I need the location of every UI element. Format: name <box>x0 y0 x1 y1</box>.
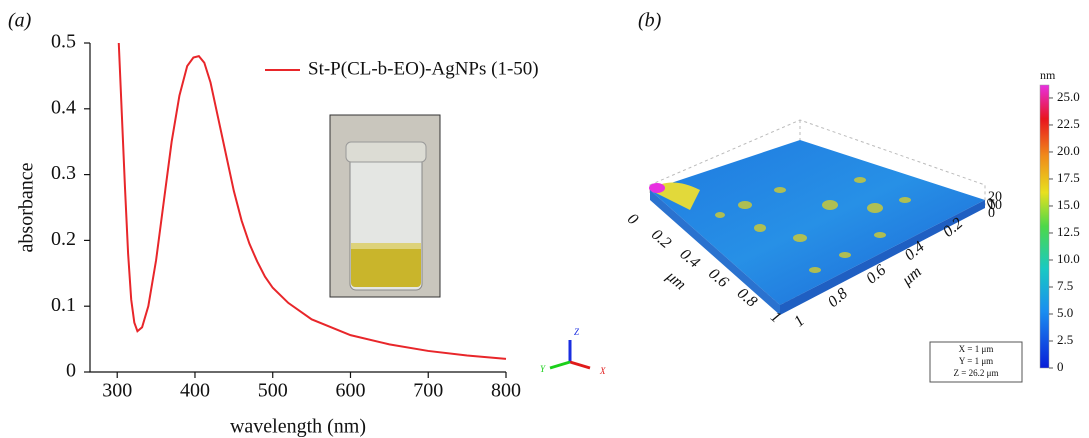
colorbar-tick-label: 5.0 <box>1057 305 1073 320</box>
x-tick-label: 300 <box>102 380 132 402</box>
info-text: X = 1 μm <box>959 344 994 354</box>
x-tick-label: 0.6 <box>705 265 731 291</box>
colorbar-tick-label: 17.5 <box>1057 170 1080 185</box>
x-tick-label: 0.4 <box>677 246 703 272</box>
info-text: Y = 1 μm <box>959 356 993 366</box>
info-text: Z = 26.2 μm <box>954 368 999 378</box>
triad-y <box>550 362 570 368</box>
panel-label: (b) <box>638 10 662 32</box>
inset-photo <box>330 115 440 297</box>
x-tick-label: 800 <box>491 380 521 402</box>
z-tick-label: 20 <box>988 189 1002 204</box>
surface-plot <box>649 120 985 315</box>
x-tick-label: 400 <box>180 380 210 402</box>
y-tick-label: 0.4 <box>51 96 76 118</box>
triad-label: Y <box>540 364 546 374</box>
data-line <box>119 43 506 359</box>
colorbar-tick-label: 25.0 <box>1057 89 1080 104</box>
y-axis-title: absorbance <box>16 162 38 252</box>
colorbar-tick-label: 10.0 <box>1057 251 1080 266</box>
y-tick-label: 0.1 <box>51 294 76 316</box>
x-tick-label: 500 <box>258 380 288 402</box>
y-tick-label: 0.2 <box>51 228 76 250</box>
legend-label: St-P(CL-b-EO)-AgNPs (1-50) <box>308 58 539 79</box>
y-tick-label: 0.5 <box>51 31 76 53</box>
colorbar-tick-label: 22.5 <box>1057 116 1080 131</box>
x-axis-title: μm <box>662 267 689 293</box>
colorbar-tick-label: 0 <box>1057 359 1064 374</box>
y-tick-label: 0.3 <box>51 162 76 184</box>
x-axis-title: wavelength (nm) <box>230 416 366 438</box>
y-tick-label: 1 <box>791 312 808 330</box>
colorbar-tick-label: 12.5 <box>1057 224 1080 239</box>
x-tick-label: 700 <box>413 380 443 402</box>
triad-x <box>570 362 590 368</box>
panel-label: (a) <box>8 10 32 32</box>
figure: (a) 300 400 500 600 700 800 0 0.1 0.2 0.3 0.4 0.5 wav… <box>0 0 1089 438</box>
colorbar-unit: nm <box>1040 68 1056 82</box>
x-tick-label: 1 <box>767 308 784 326</box>
colorbar-tick-label: 20.0 <box>1057 143 1080 158</box>
axes <box>90 43 506 372</box>
triad-label: X <box>599 366 606 376</box>
x-tick-label: 0.2 <box>648 226 674 252</box>
triad-label: Z <box>574 327 580 337</box>
colorbar-tick-label: 15.0 <box>1057 197 1080 212</box>
x-tick-label: 0 <box>624 210 641 228</box>
colorbar-tick-label: 2.5 <box>1057 332 1073 347</box>
x-tick-label: 600 <box>335 380 365 402</box>
colorbar-tick-label: 7.5 <box>1057 278 1073 293</box>
y-axis-title: μm <box>898 263 925 289</box>
y-tick-label: 0 <box>66 360 76 382</box>
colorbar <box>1040 85 1049 368</box>
